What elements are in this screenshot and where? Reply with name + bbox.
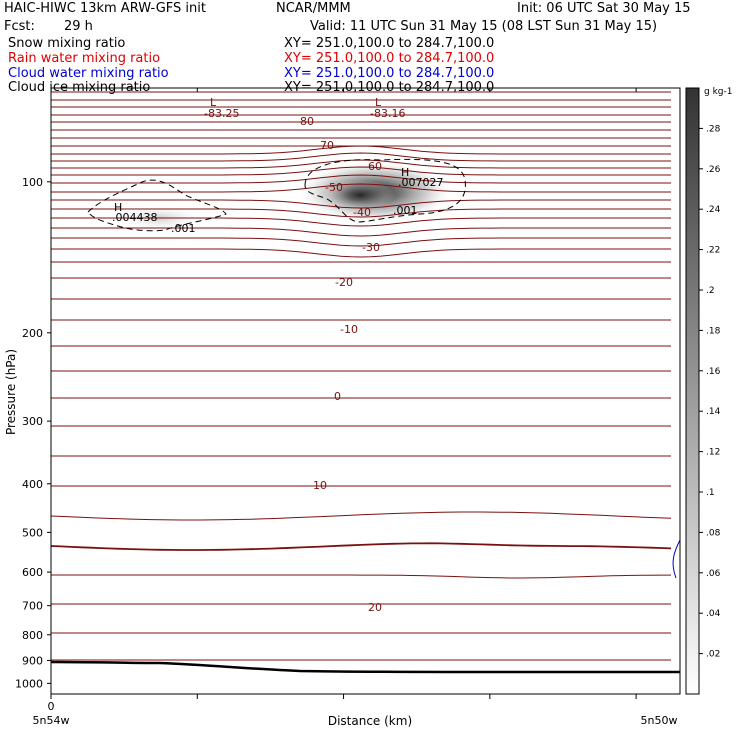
isotherm-line: [51, 574, 671, 579]
colorbar-tick-label: .04: [706, 609, 721, 619]
isotherm-line: [51, 145, 671, 155]
y-tick-label: 800: [22, 629, 43, 642]
y-tick-label: 1000: [15, 677, 43, 690]
x-endpoint-west: 5n54w: [33, 714, 70, 727]
temp-label-minus70: -70: [316, 139, 334, 152]
field-cloudwater-xy: XY= 251.0,100.0 to 284.7,100.0: [284, 66, 495, 81]
colorbar-tick-label: .14: [706, 407, 721, 417]
colorbar-tick-label: .18: [706, 326, 721, 336]
field-snow-xy: XY= 251.0,100.0 to 284.7,100.0: [284, 36, 495, 51]
x-tick-zero: 0: [48, 700, 55, 713]
model-title: HAIC-HIWC 13km ARW-GFS init: [4, 1, 206, 16]
y-tick-label: 400: [22, 478, 43, 491]
isotherm-line: [51, 248, 671, 258]
isotherm-line: [51, 227, 671, 237]
isotherm-line: [51, 511, 672, 521]
colorbar-tick-label: .26: [706, 165, 721, 175]
field-snow-name: Snow mixing ratio: [8, 36, 126, 51]
y-tick-label: 900: [22, 654, 43, 667]
temp-label-minus60: -60: [364, 160, 382, 173]
isotherm-line: [51, 183, 671, 193]
y-axis-label: Pressure (hPa): [4, 349, 18, 435]
colorbar-tick-label: .02: [706, 650, 720, 660]
temp-label-minus10: -10: [340, 323, 358, 336]
y-tick-label: 600: [22, 566, 43, 579]
low-value-east: -83.16: [370, 107, 405, 120]
isotherm-line: [51, 237, 671, 247]
y-tick-label: 300: [22, 415, 43, 428]
high-marker-west: H: [114, 201, 122, 214]
temp-label-10: 10: [313, 479, 327, 492]
temp-label-minus50: -50: [325, 181, 343, 194]
isotherm-line: [51, 199, 671, 209]
isotherm-line: [51, 217, 671, 227]
high-value-west: .004438: [112, 211, 158, 224]
colorbar-tick-label: .06: [706, 569, 721, 579]
x-endpoint-east: 5n50w: [641, 714, 678, 727]
low-marker-east: L: [375, 96, 382, 109]
cloud-ice-label-east: .001: [393, 204, 418, 217]
colorbar-tick-label: .12: [706, 448, 720, 458]
valid-time: Valid: 11 UTC Sun 31 May 15 (08 LST Sun …: [310, 19, 658, 34]
y-tick-label: 100: [22, 176, 43, 189]
colorbar-tick-label: .1: [706, 488, 715, 498]
y-tick-label: 200: [22, 327, 43, 340]
snow-core-shading: [325, 180, 395, 210]
isotherm-line: [51, 208, 671, 218]
org-label: NCAR/MMM: [276, 1, 351, 16]
fcst-value: 29 h: [64, 19, 93, 34]
colorbar-units: g kg-1: [704, 87, 732, 97]
field-rain-xy: XY= 251.0,100.0 to 284.7,100.0: [284, 51, 495, 66]
terrain-surface: [50, 660, 680, 674]
temp-label-minus20: -20: [335, 276, 353, 289]
colorbar-tick-label: .24: [706, 205, 721, 215]
high-value-east: .007027: [398, 176, 444, 189]
colorbar: [685, 87, 700, 695]
isotherm-line: [51, 152, 671, 162]
isotherm-line: [51, 166, 671, 176]
temp-label-minus80: -80: [296, 115, 314, 128]
temp-label-minus40: -40: [353, 206, 371, 219]
temp-label-0: 0: [334, 390, 341, 403]
isotherm-line: [51, 174, 671, 184]
y-tick-label: 700: [22, 600, 43, 613]
temp-label-minus30: -30: [362, 241, 380, 254]
isotherm-line: [51, 542, 672, 551]
x-axis-label: Distance (km): [328, 714, 412, 728]
init-time: Init: 06 UTC Sat 30 May 15: [517, 1, 691, 16]
colorbar-tick-label: .16: [706, 367, 721, 377]
high-marker-east: H: [401, 166, 409, 179]
low-value-west: -83.25: [204, 107, 239, 120]
fcst-label: Fcst:: [4, 19, 35, 34]
cloud-ice-contour-east: [304, 158, 466, 223]
cloud-ice-contour-west: [87, 179, 227, 232]
colorbar-tick-label: .2: [706, 286, 715, 296]
field-rain-name: Rain water mixing ratio: [8, 51, 161, 66]
plot-frame: [50, 87, 681, 695]
colorbar-tick-label: .28: [706, 124, 721, 134]
low-marker-west: L: [210, 96, 217, 109]
y-tick-label: 500: [22, 526, 43, 539]
field-cloudwater-name: Cloud water mixing ratio: [8, 66, 169, 81]
cloud-ice-label-west: .001: [171, 222, 196, 235]
isotherm-line: [51, 159, 671, 169]
cloud-water-contour: [672, 539, 681, 579]
colorbar-tick-label: .22: [706, 246, 720, 256]
colorbar-tick-label: .08: [706, 528, 721, 538]
temp-label-20: 20: [368, 601, 382, 614]
